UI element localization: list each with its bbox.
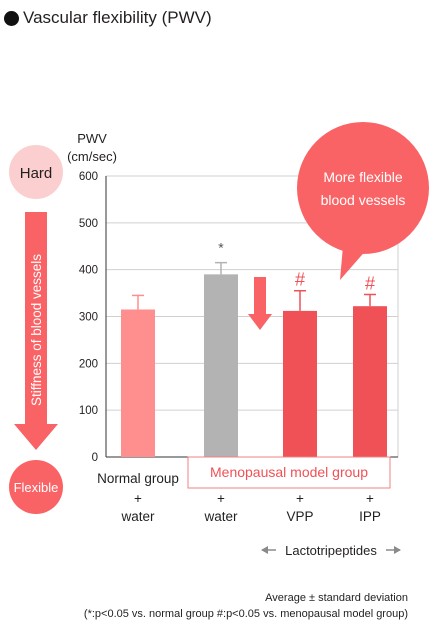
y-tick-labels: 0 100 200 300 400 500 600 — [79, 171, 98, 464]
y-tick-label: 300 — [79, 312, 98, 324]
footnote-significance: (*:p<0.05 vs. normal group #:p<0.05 vs. … — [84, 608, 408, 620]
x-category-label: Normal group — [97, 471, 179, 486]
y-tick-label: 600 — [79, 171, 98, 183]
chart-title-row: Vascular flexibility (PWV) — [4, 6, 212, 30]
y-tick-label: 400 — [79, 265, 98, 277]
x-category-label: + — [296, 491, 304, 506]
stiffness-arrow-label: Stiffness of blood vessels — [29, 254, 44, 406]
bar — [121, 309, 155, 457]
lactotripeptides-range: Lactotripeptides — [261, 543, 401, 558]
significance-marker: # — [365, 273, 375, 293]
footnote-average: Average ± standard deviation — [265, 592, 408, 604]
callout-circle — [297, 122, 429, 254]
bar — [353, 306, 387, 457]
significance-marker: * — [218, 240, 224, 256]
right-arrowhead-icon — [394, 546, 401, 554]
lactotripeptides-label: Lactotripeptides — [285, 543, 377, 558]
menopausal-group-label: Menopausal model group — [210, 464, 368, 480]
chart-title: Vascular flexibility (PWV) — [23, 8, 212, 27]
x-category-label: IPP — [359, 509, 381, 524]
hard-label: Hard — [20, 165, 53, 182]
menopausal-group-box — [187, 456, 391, 489]
callout-line2: blood vessels — [321, 192, 406, 208]
bar — [283, 310, 317, 457]
y-tick-label: 200 — [79, 358, 98, 370]
y-axis-label-line2: (cm/sec) — [67, 149, 117, 164]
bullet-icon — [4, 10, 19, 26]
bar — [204, 274, 238, 457]
significance-marker: # — [295, 270, 305, 290]
x-category-label: + — [217, 491, 225, 506]
bars: * # # — [121, 240, 387, 457]
decrease-arrow-icon — [248, 277, 272, 330]
callout-tail — [340, 246, 368, 280]
y-axis-label-line1: PWV — [77, 131, 107, 146]
y-tick-label: 500 — [79, 218, 98, 230]
callout-line1: More flexible — [323, 169, 403, 185]
x-category-label: + — [366, 491, 374, 506]
x-category-labels: Normal group + water + water + VPP + IPP — [97, 471, 381, 524]
left-arrowhead-icon — [261, 546, 268, 554]
x-category-label: water — [120, 509, 155, 524]
flexible-circle — [9, 460, 63, 514]
y-tick-label: 100 — [79, 405, 98, 417]
stiffness-indicator: Hard Stiffness of blood vessels Flexible — [9, 145, 63, 514]
hard-circle — [9, 145, 63, 199]
x-category-label: VPP — [286, 509, 313, 524]
callout-bubble: More flexible blood vessels — [297, 122, 429, 280]
stiffness-arrow-icon — [14, 212, 58, 450]
x-category-label: + — [134, 491, 142, 506]
flexible-label: Flexible — [14, 480, 59, 495]
y-tick-label: 0 — [92, 452, 98, 464]
x-category-label: water — [203, 509, 238, 524]
